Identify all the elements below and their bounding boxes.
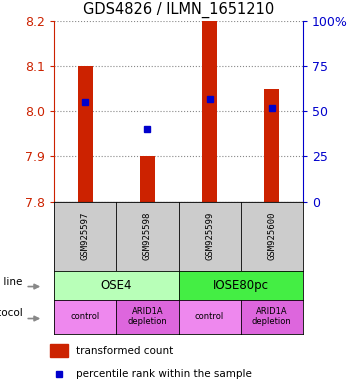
Text: protocol: protocol: [0, 308, 23, 318]
Bar: [50, 344, 68, 357]
Text: transformed count: transformed count: [76, 346, 174, 356]
Text: GSM925599: GSM925599: [205, 212, 214, 260]
Text: ARID1A
depletion: ARID1A depletion: [252, 307, 292, 326]
Bar: [264, 89, 279, 202]
Text: GSM925597: GSM925597: [81, 212, 90, 260]
Text: ARID1A
depletion: ARID1A depletion: [127, 307, 167, 326]
Text: GSM925598: GSM925598: [143, 212, 152, 260]
Text: control: control: [195, 312, 224, 321]
Text: OSE4: OSE4: [101, 279, 132, 291]
Text: cell line: cell line: [0, 276, 23, 287]
Bar: [140, 157, 155, 202]
Title: GDS4826 / ILMN_1651210: GDS4826 / ILMN_1651210: [83, 2, 274, 18]
Bar: [202, 21, 217, 202]
Text: control: control: [71, 312, 100, 321]
Bar: [78, 66, 93, 202]
Text: percentile rank within the sample: percentile rank within the sample: [76, 369, 252, 379]
Text: GSM925600: GSM925600: [267, 212, 276, 260]
Text: IOSE80pc: IOSE80pc: [213, 279, 269, 291]
